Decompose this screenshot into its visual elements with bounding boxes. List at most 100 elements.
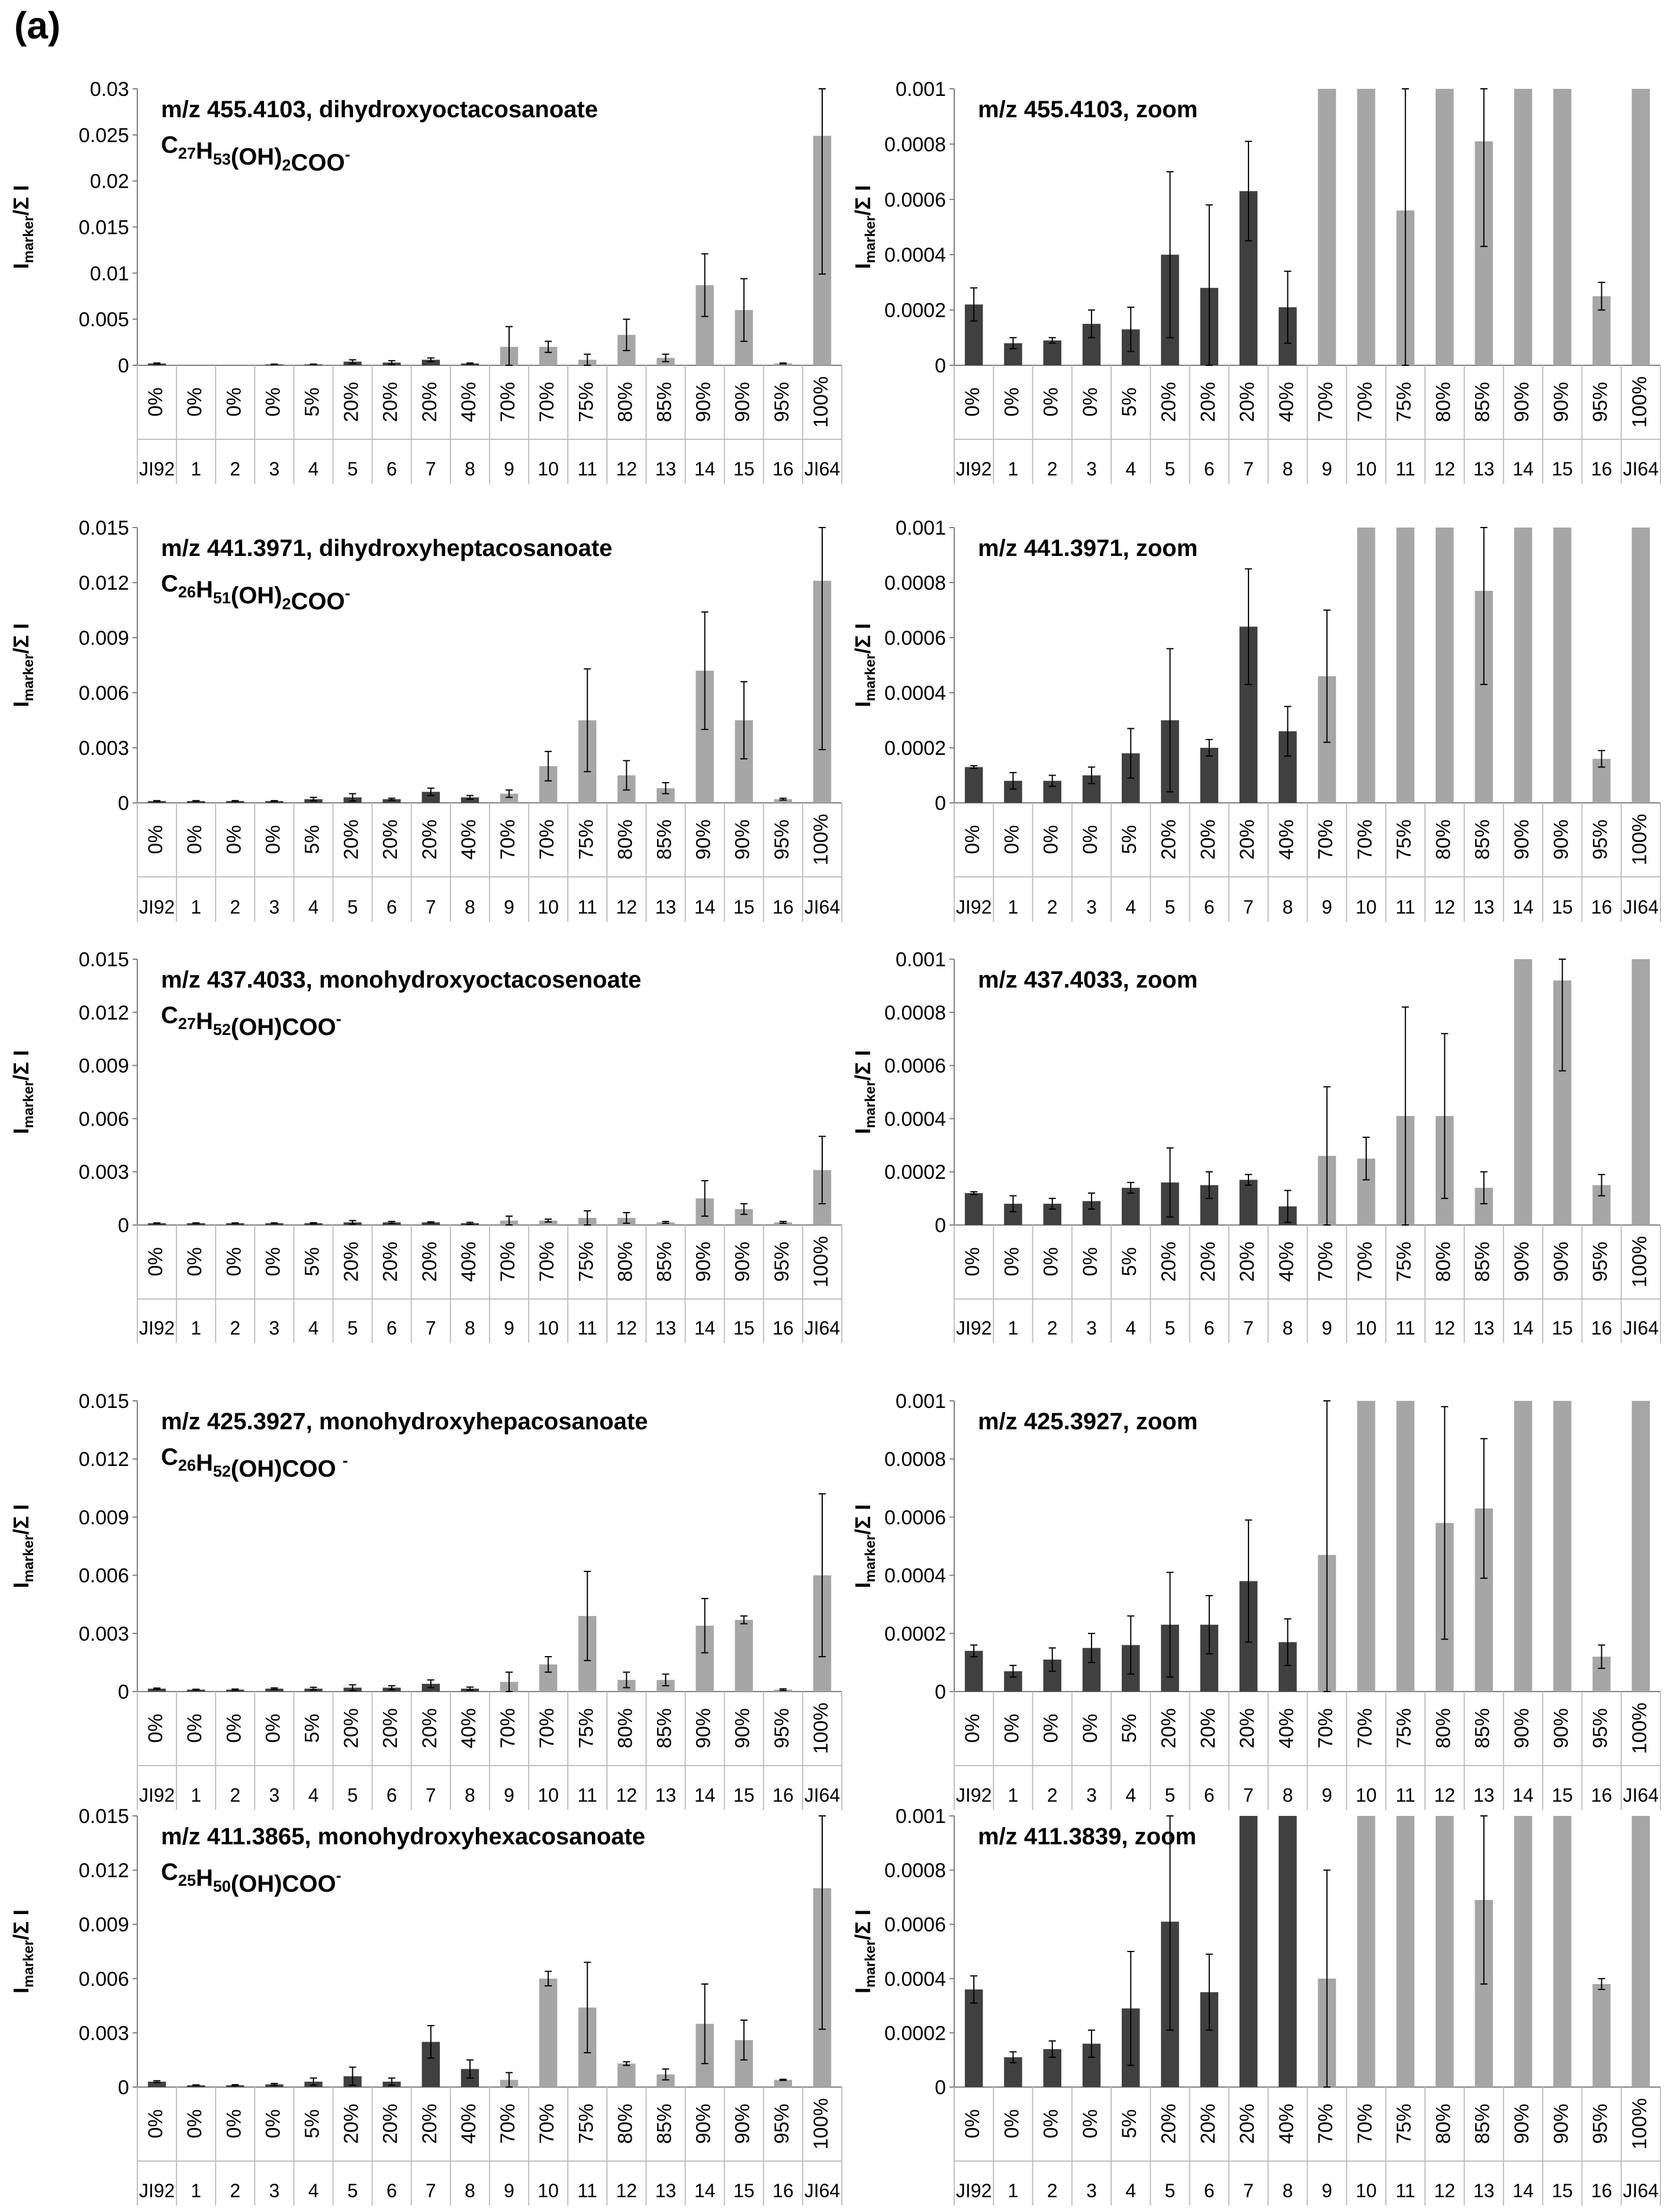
error-bar (1166, 1815, 1174, 2031)
error-bar (1480, 1171, 1488, 1205)
x-sample-label: JI92 (956, 1317, 992, 1339)
y-tick-label: 0.012 (79, 572, 129, 594)
bar (1200, 748, 1219, 803)
x-percent-label: 80% (614, 382, 636, 422)
x-sample-label: 3 (1086, 2180, 1097, 2201)
y-tick-label: 0.0008 (884, 133, 946, 156)
x-percent-label: 0% (961, 387, 984, 416)
y-tick-label: 0.001 (896, 78, 946, 101)
error-bar (1441, 1406, 1449, 1640)
x-sample-label: 13 (1473, 1317, 1495, 1339)
x-sample-label: 10 (1356, 896, 1377, 918)
error-bar (1127, 728, 1135, 779)
error-bar (1127, 1951, 1135, 2066)
x-percent-label: 20% (1158, 1242, 1180, 1282)
x-percent-label: 0% (1079, 1247, 1102, 1276)
bar (1396, 1816, 1415, 2087)
x-percent-label: 75% (1393, 2104, 1415, 2144)
error-bar (1048, 774, 1056, 787)
formula-part: 50 (213, 1877, 231, 1895)
error-bar (1598, 750, 1605, 768)
y-label-main: I (9, 1128, 33, 1134)
error-bar (192, 800, 200, 802)
formula-part: H (196, 577, 213, 603)
x-percent-label: 100% (810, 377, 832, 428)
error-bar (427, 1679, 434, 1689)
x-sample-label: 12 (1434, 458, 1456, 480)
y-axis-label: Imarker/Σ I (851, 1504, 878, 1589)
error-bar (740, 2020, 748, 2061)
x-percent-label: 20% (340, 382, 363, 422)
bar (1553, 528, 1572, 803)
chart-formula: C26H51(OH)2COO- (161, 571, 350, 615)
x-sample-label: 5 (347, 1317, 358, 1339)
formula-part: 53 (213, 150, 231, 168)
x-sample-label: 16 (1591, 1317, 1612, 1339)
error-bar (427, 1221, 434, 1224)
error-bar (740, 1203, 748, 1216)
x-sample-label: 14 (1512, 1785, 1534, 1806)
error-bar (1480, 88, 1488, 247)
y-label-main: I (851, 1582, 875, 1588)
x-percent-label: 75% (575, 1708, 597, 1748)
x-percent-label: 0% (223, 387, 245, 416)
x-sample-label: 14 (1512, 1317, 1534, 1339)
chart-formula: C26H52(OH)COO - (161, 1444, 348, 1482)
x-percent-label: 85% (653, 2104, 675, 2144)
x-percent-label: 0% (1079, 2109, 1102, 2138)
x-percent-label: 40% (458, 819, 480, 860)
x-sample-label: 6 (1204, 1785, 1215, 1806)
bar (1357, 89, 1376, 365)
y-tick-label: 0.006 (79, 1565, 129, 1587)
error-bar (1480, 1815, 1488, 1985)
x-sample-label: 15 (733, 896, 755, 918)
x-percent-label: 0% (961, 1713, 984, 1742)
y-tick-label: 0.0002 (884, 300, 946, 322)
formula-part: C (161, 571, 178, 597)
x-percent-label: 90% (693, 1242, 715, 1282)
formula-part: C (161, 132, 178, 158)
x-percent-label: 40% (458, 1708, 480, 1748)
bar (1514, 89, 1533, 365)
error-bar (153, 2080, 161, 2084)
error-bar (349, 359, 356, 364)
x-percent-label: 0% (262, 387, 284, 416)
error-bar (506, 326, 513, 366)
error-bar (584, 353, 591, 366)
x-sample-label: 13 (655, 2180, 677, 2201)
y-tick-label: 0.0008 (884, 1002, 946, 1024)
error-bar (1245, 140, 1253, 242)
x-percent-label: 0% (1040, 1247, 1063, 1276)
error-bar (231, 1688, 239, 1691)
error-bar (231, 800, 239, 802)
x-sample-label: 3 (269, 2180, 279, 2201)
x-sample-label: 7 (1243, 896, 1254, 918)
error-bar (427, 787, 434, 796)
chart-title: m/z 425.3927, monohydroxyhepacosanoate (161, 1409, 648, 1435)
x-sample-label: 12 (1434, 1317, 1456, 1339)
error-bar (310, 2077, 317, 2086)
x-sample-label: 11 (578, 896, 597, 918)
error-bar (662, 1673, 669, 1687)
error-bar (271, 1687, 278, 1690)
x-percent-label: 20% (1197, 819, 1219, 860)
x-sample-label: 12 (616, 1317, 638, 1339)
error-bar (231, 2084, 239, 2086)
x-percent-label: 0% (184, 2109, 206, 2138)
bar (1318, 89, 1336, 365)
x-percent-label: 95% (1589, 382, 1612, 422)
x-percent-label: 70% (497, 382, 519, 422)
x-sample-label: JI64 (804, 458, 840, 480)
x-percent-label: 80% (614, 819, 636, 860)
x-percent-label: 0% (144, 825, 167, 854)
y-tick-label: 0 (118, 355, 129, 377)
error-bar (1480, 1438, 1488, 1579)
formula-part: (OH) (231, 583, 282, 609)
bar (1514, 1401, 1533, 1692)
x-sample-label: 5 (1165, 1785, 1176, 1806)
x-percent-label: 90% (693, 819, 715, 860)
x-sample-label: 11 (578, 2180, 597, 2201)
chart-title: m/z 437.4033, zoom (978, 967, 1198, 993)
x-sample-label: 3 (1086, 458, 1097, 480)
